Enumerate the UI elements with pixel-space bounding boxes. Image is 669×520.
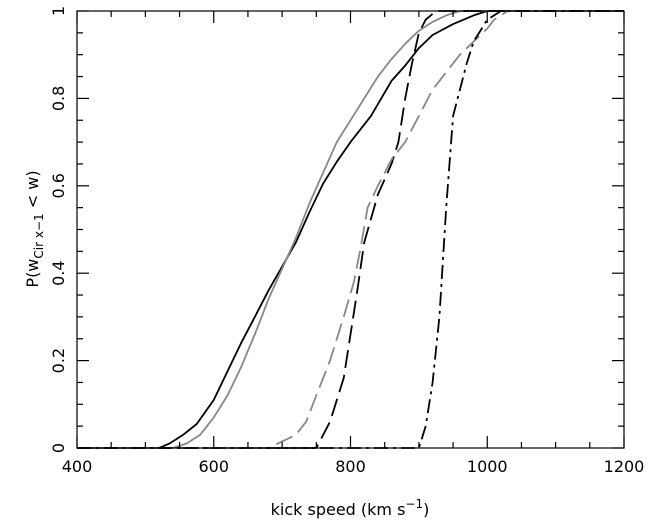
x-tick-label: 1200 — [604, 457, 645, 476]
x-axis-title: kick speed (km s−1) — [271, 497, 430, 519]
y-axis-title: P(wCir x−1 < w) — [23, 170, 46, 287]
series-layer — [77, 10, 624, 449]
y-tick-label: 0 — [49, 443, 68, 453]
x-tick-label: 400 — [62, 457, 93, 476]
labels-layer: 400 600 800 1000 1200 0 0.2 0.4 0.6 0.8 1 — [49, 6, 644, 476]
ticks-layer — [76, 10, 625, 449]
y-tick-label: 0.6 — [49, 173, 68, 198]
y-tick-label: 0.8 — [49, 86, 68, 111]
series-line-1 — [77, 10, 624, 449]
series-line-5 — [77, 10, 624, 449]
y-tick-label: 0.4 — [49, 260, 68, 285]
x-tick-label: 1000 — [467, 457, 508, 476]
y-tick-label: 1 — [49, 6, 68, 16]
series-line-3 — [77, 10, 624, 449]
series-line-4 — [77, 10, 624, 449]
x-tick-label: 600 — [198, 457, 229, 476]
x-tick-label: 800 — [335, 457, 366, 476]
y-tick-label: 0.2 — [49, 348, 68, 373]
plot-frame — [76, 10, 625, 449]
series-line-2 — [77, 10, 624, 449]
